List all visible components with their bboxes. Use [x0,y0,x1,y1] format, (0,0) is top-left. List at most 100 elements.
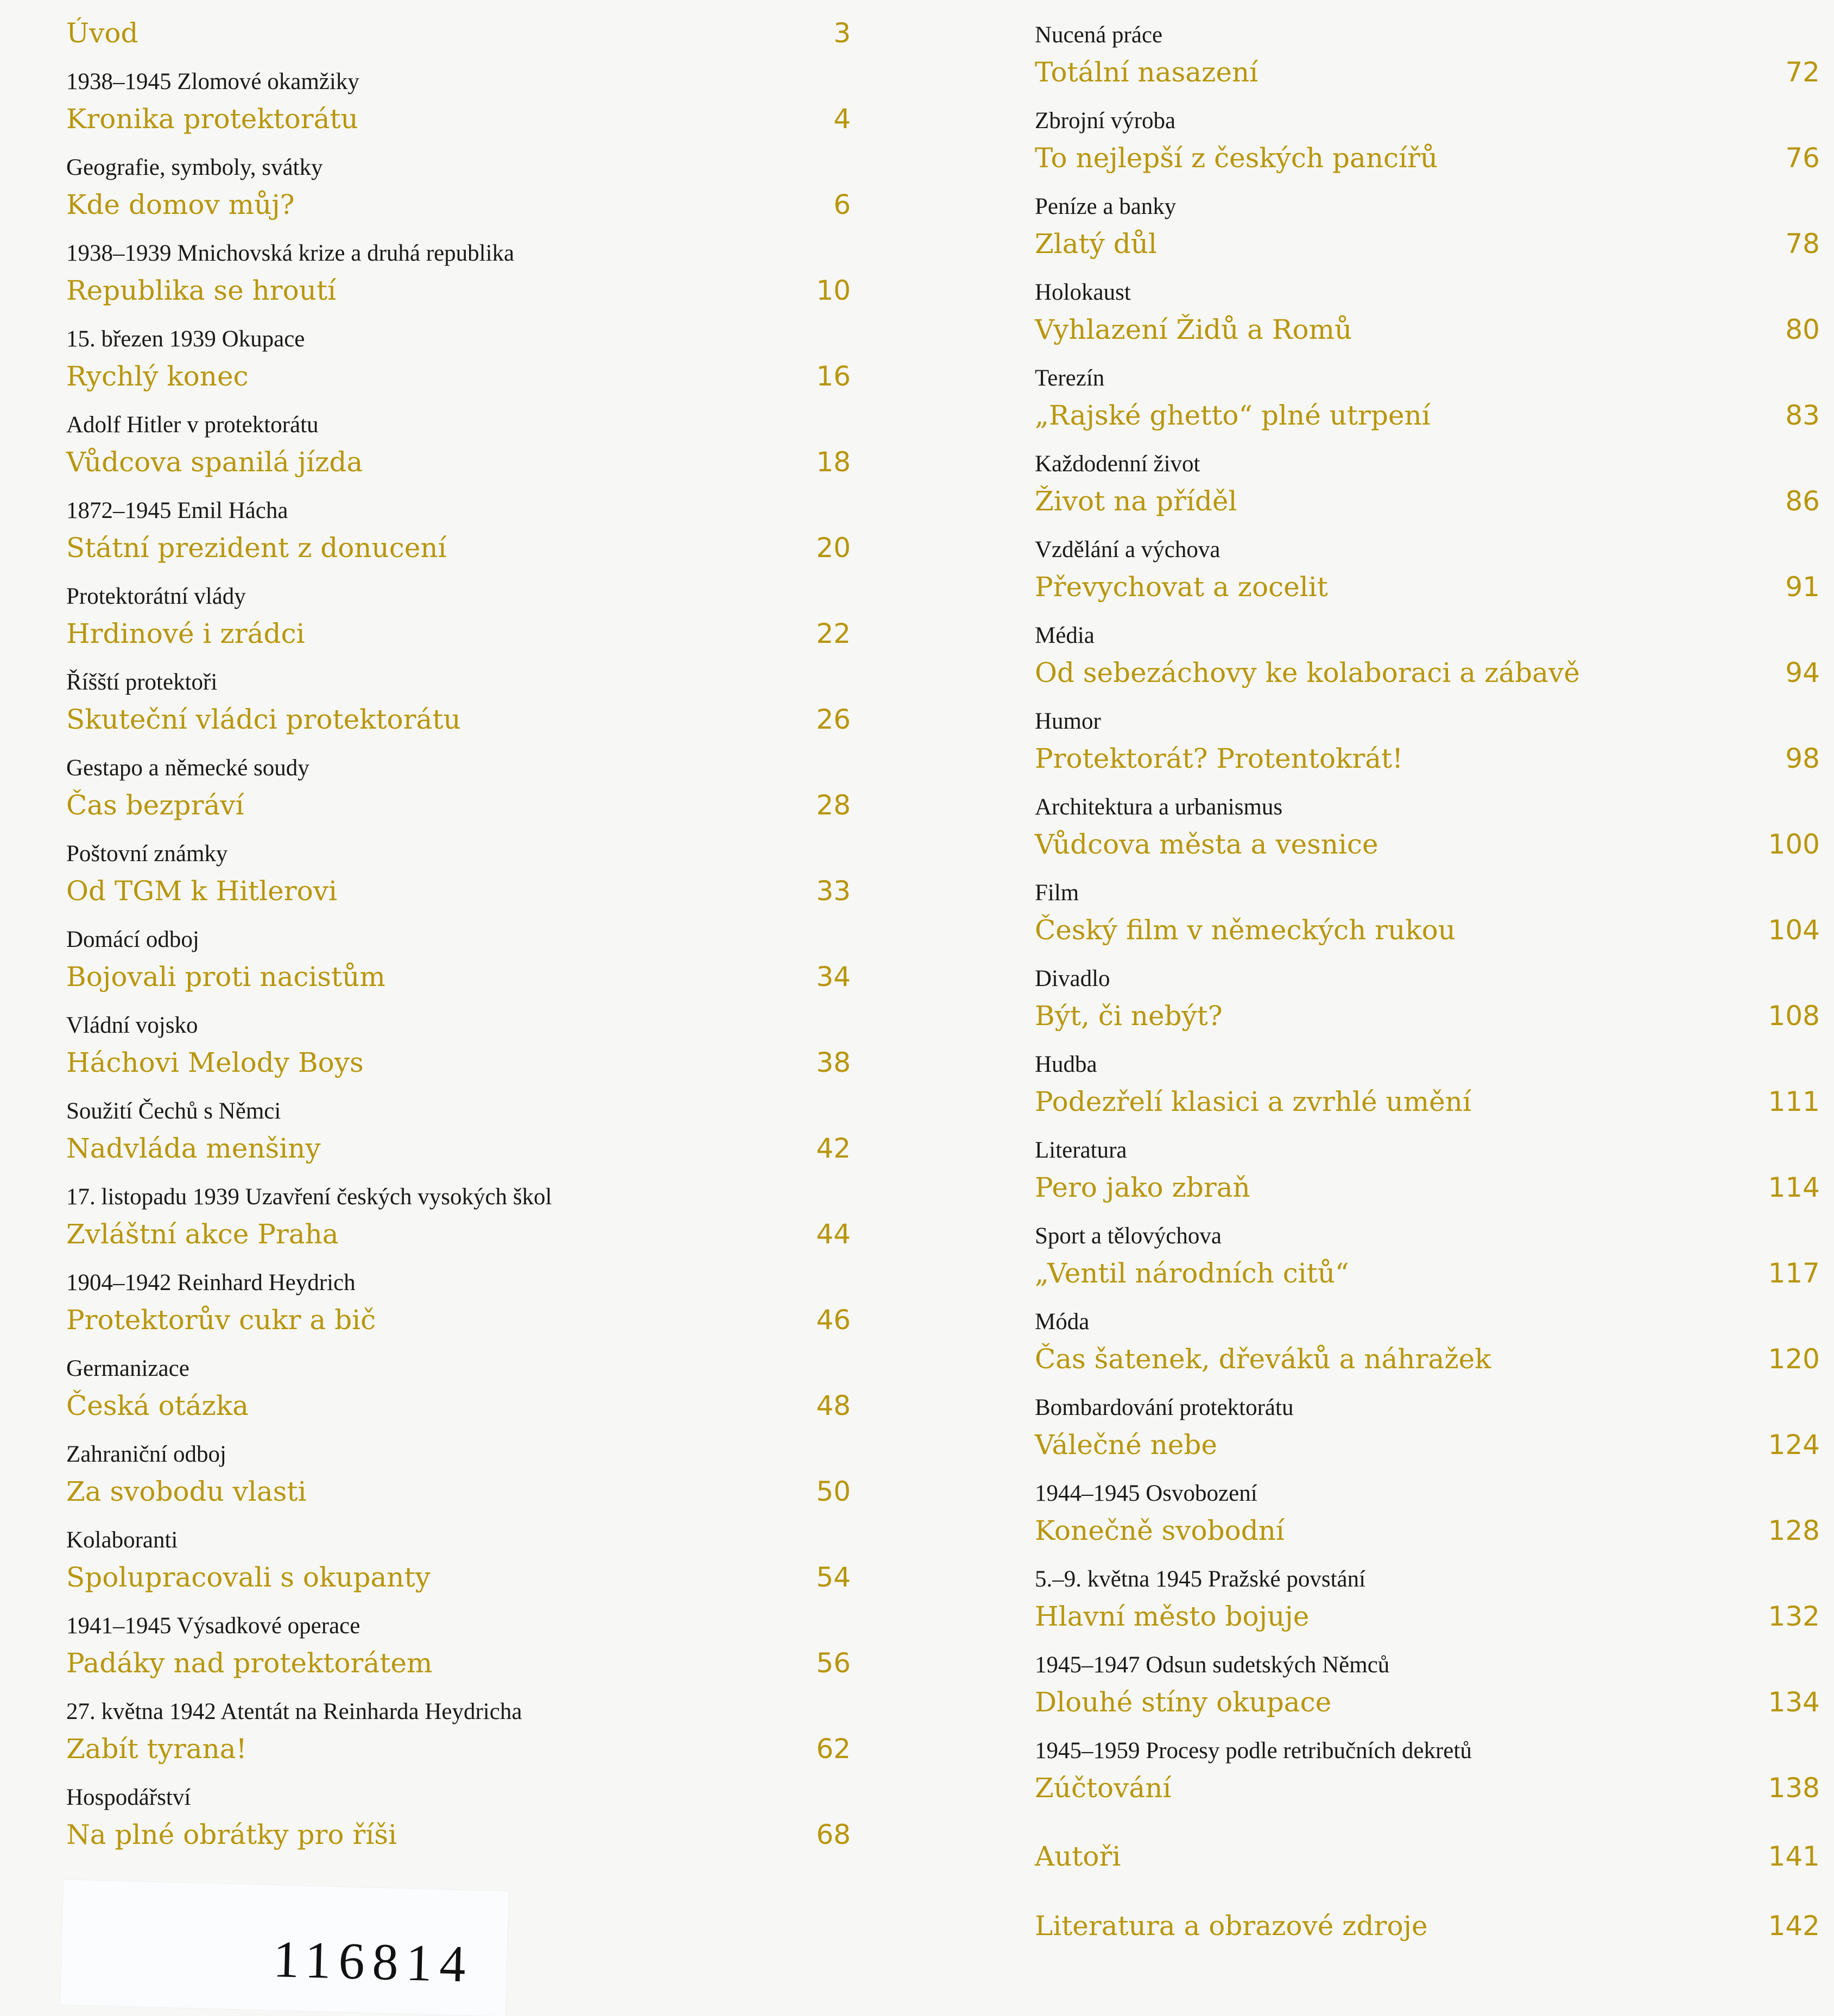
entry-subtitle: Říšští protektoři [66,669,218,695]
entry-title-row: Vyhlazení Židů a Romů 80 [1035,309,1820,350]
entry-page-number: 72 [1785,56,1820,88]
entry-page-number: 46 [816,1304,851,1336]
entry-title: Autoři [1035,1841,1121,1872]
entry-subtitle: Bombardování protektorátu [1035,1395,1294,1420]
toc-entry: Film Český film v německých rukou 104 [1035,877,1820,951]
entry-title: Český film v německých rukou [1035,914,1456,946]
toc-entry: 1872–1945 Emil Hácha Státní prezident z d… [66,495,851,568]
entry-subtitle: Protektorátní vlády [66,584,246,609]
entry-title: Padáky nad protektorátem [66,1647,433,1679]
entry-title-row: „Ventil národních citů“ 117 [1035,1253,1820,1294]
entry-title-row: To nejlepší z českých pancířů 76 [1035,137,1820,179]
entry-title-row: Literatura a obrazové zdroje 142 [1035,1905,1820,1947]
toc-entry: Geografie, symboly, svátky Kde domov můj?… [66,151,851,225]
entry-title-row: Hrdinové i zrádci 22 [66,613,851,654]
toc-entry: Kolaboranti Spolupracovali s okupanty 54 [66,1524,851,1598]
entry-page-number: 117 [1768,1257,1820,1289]
entry-page-number: 62 [816,1733,851,1765]
entry-subtitle: Gestapo a německé soudy [66,755,309,781]
entry-subtitle: Humor [1035,709,1101,734]
entry-title-row: Republika se hroutí 10 [66,270,851,311]
entry-subtitle: 27. května 1942 Atentát na Reinharda Hey… [66,1699,522,1724]
entry-title: Státní prezident z donucení [66,532,447,564]
toc-entry: Vládní vojsko Háchovi Melody Boys 38 [66,1009,851,1083]
entry-title-row: Převychovat a zocelit 91 [1035,566,1820,608]
entry-page-number: 54 [816,1562,851,1593]
entry-title-row: Čas bezpráví 28 [66,785,851,826]
entry-subtitle: Divadlo [1035,966,1110,991]
entry-subtitle: 1938–1945 Zlomové okamžiky [66,69,359,94]
toc-entry: Peníze a banky Zlatý důl 78 [1035,191,1820,264]
entry-title-row: Protektorův cukr a bič 46 [66,1299,851,1341]
toc-entry: Holokaust Vyhlazení Židů a Romů 80 [1035,276,1820,350]
entry-subtitle: 1945–1947 Odsun sudetských Němců [1035,1652,1390,1678]
entry-subtitle: 17. listopadu 1939 Uzavření českých vyso… [66,1184,552,1210]
entry-page-number: 83 [1785,400,1820,431]
entry-title: Rychlý konec [66,361,249,392]
toc-entry: Bombardování protektorátu Válečné nebe 124 [1035,1392,1820,1465]
toc-entry: Móda Čas šatenek, dřeváků a náhražek 120 [1035,1306,1820,1380]
entry-title: Být, či nebýt? [1035,1000,1223,1032]
entry-title: Česká otázka [66,1390,249,1421]
entry-title: Protektorův cukr a bič [66,1304,376,1336]
entry-page-number: 10 [816,275,851,306]
entry-title: Nadvláda menšiny [66,1133,321,1164]
entry-page-number: 38 [816,1047,851,1078]
entry-title: Převychovat a zocelit [1035,571,1328,603]
toc-entry: Sport a tělovýchova „Ventil národních cit… [1035,1220,1820,1294]
entry-subtitle: Soužití Čechů s Němci [66,1098,281,1124]
entry-title: Vyhlazení Židů a Romů [1035,314,1352,345]
entry-title-row: Dlouhé stíny okupace 134 [1035,1682,1820,1723]
entry-page-number: 20 [816,532,851,564]
entry-subtitle: 1945–1959 Procesy podle retribučních dek… [1035,1738,1472,1764]
toc-entry: Zahraniční odboj Za svobodu vlasti 50 [66,1438,851,1512]
toc-entry: Domácí odboj Bojovali proti nacistům 34 [66,924,851,997]
entry-title: Háchovi Melody Boys [66,1047,364,1078]
entry-page-number: 76 [1785,142,1820,174]
toc-entry: 27. května 1942 Atentát na Reinharda Hey… [66,1696,851,1769]
entry-subtitle: 1872–1945 Emil Hácha [66,498,288,523]
entry-page-number: 138 [1768,1772,1820,1804]
entry-page-number: 91 [1785,571,1820,603]
entry-page-number: 111 [1768,1086,1820,1117]
entry-title: Vůdcova města a vesnice [1035,829,1378,860]
entry-title: Za svobodu vlasti [66,1476,307,1507]
entry-title: Kde domov můj? [66,189,295,220]
entry-page-number: 94 [1785,657,1820,688]
entry-title: Válečné nebe [1035,1429,1217,1461]
toc-entry: Gestapo a německé soudy Čas bezpráví 28 [66,752,851,826]
entry-subtitle: Domácí odboj [66,927,199,952]
entry-title: Kronika protektorátu [66,103,358,135]
entry-title-row: Zúčtování 138 [1035,1767,1820,1809]
toc-entry: Protektorátní vlády Hrdinové i zrádci 22 [66,580,851,654]
entry-title-row: Státní prezident z donucení 20 [66,527,851,568]
entry-subtitle: Peníze a banky [1035,194,1177,219]
entry-page-number: 80 [1785,314,1820,345]
entry-subtitle: Média [1035,623,1095,648]
toc-entry: Nucená práce Totální nasazení 72 [1035,19,1820,93]
entry-title-row: Vůdcova města a vesnice 100 [1035,824,1820,865]
entry-title: Podezřelí klasici a zvrhlé umění [1035,1086,1471,1117]
entry-title-row: Zlatý důl 78 [1035,223,1820,264]
entry-subtitle: Literatura [1035,1137,1127,1163]
entry-page-number: 141 [1768,1841,1820,1872]
entry-title-row: Hlavní město bojuje 132 [1035,1596,1820,1637]
entry-title-row: Autoři 141 [1035,1836,1820,1877]
entry-page-number: 104 [1768,914,1820,946]
entry-title: Zabít tyrana! [66,1733,247,1765]
entry-title: Od sebezáchovy ke kolaboraci a zábavě [1035,657,1580,688]
entry-page-number: 48 [816,1390,851,1421]
toc-entry: 17. listopadu 1939 Uzavření českých vyso… [66,1181,851,1255]
entry-title: Konečně svobodní [1035,1515,1285,1546]
entry-title: „Ventil národních citů“ [1035,1257,1349,1289]
stamp-number: 116814 [272,1930,475,1993]
inventory-stamp: 116814 [60,1880,509,2016]
entry-page-number: 3 [833,17,851,49]
entry-title: Úvod [66,17,138,49]
entry-title-row: Vůdcova spanilá jízda 18 [66,441,851,483]
toc-entry: 1938–1945 Zlomové okamžiky Kronika protek… [66,66,851,140]
entry-page-number: 68 [816,1819,851,1850]
entry-title-row: Podezřelí klasici a zvrhlé umění 111 [1035,1081,1820,1122]
entry-page-number: 132 [1768,1601,1820,1632]
entry-subtitle: Zbrojní výroba [1035,108,1176,134]
